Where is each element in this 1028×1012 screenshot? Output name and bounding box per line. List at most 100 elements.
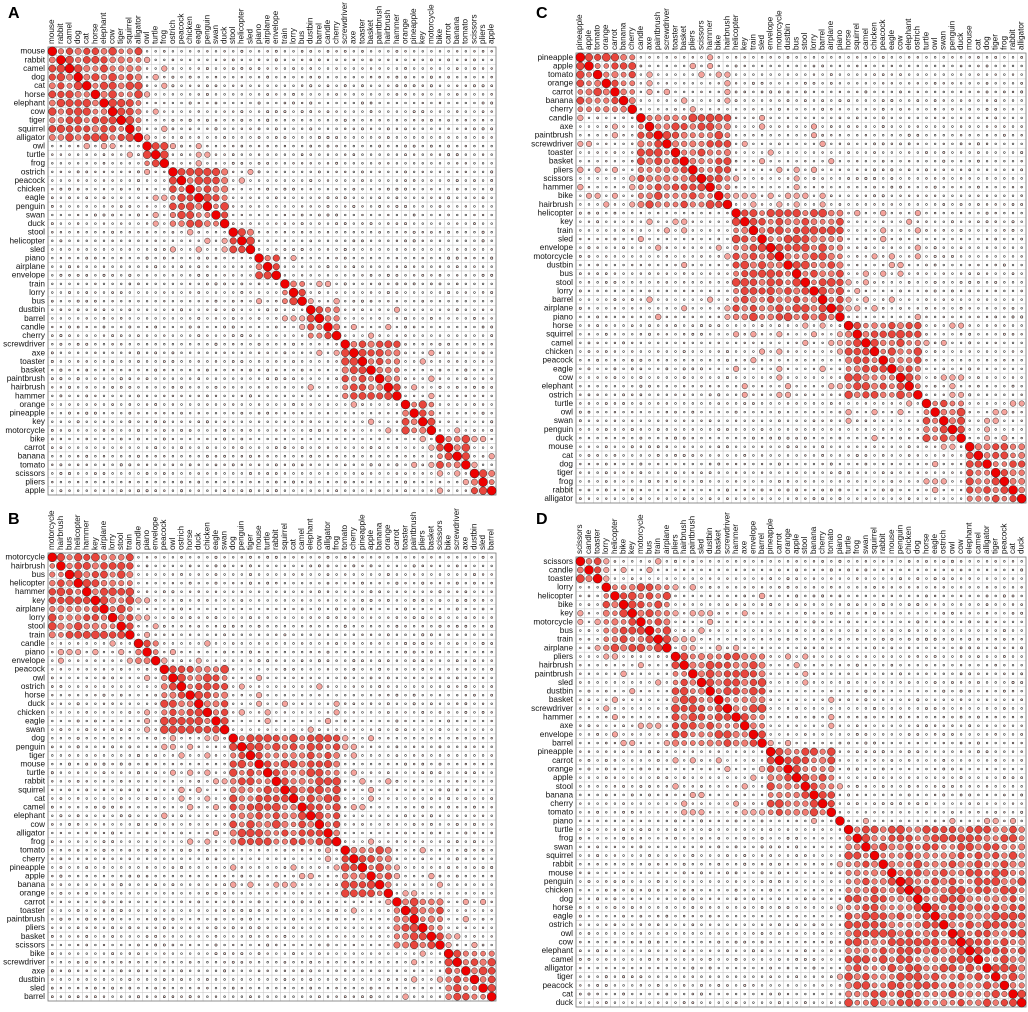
correlation-marker (456, 352, 458, 354)
correlation-marker (439, 386, 441, 388)
correlation-marker (318, 85, 320, 87)
correlation-marker (456, 68, 458, 70)
correlation-marker (318, 162, 320, 164)
correlation-marker (112, 292, 114, 294)
correlation-marker (413, 309, 415, 311)
correlation-marker (275, 352, 277, 354)
correlation-marker (362, 257, 364, 259)
correlation-marker (284, 110, 286, 112)
correlation-marker (181, 136, 183, 138)
correlation-marker (456, 300, 458, 302)
correlation-marker (293, 68, 295, 70)
correlation-marker (310, 111, 312, 113)
correlation-marker (275, 369, 277, 371)
correlation-marker (232, 197, 234, 199)
correlation-marker (344, 274, 346, 276)
correlation-marker (69, 300, 71, 302)
correlation-marker (206, 317, 208, 319)
correlation-marker (482, 309, 484, 311)
correlation-marker (267, 395, 269, 397)
correlation-marker (387, 240, 389, 242)
correlation-marker (293, 386, 295, 388)
correlation-marker (137, 154, 139, 156)
correlation-marker (293, 145, 295, 147)
correlation-marker (103, 223, 105, 225)
correlation-marker (112, 309, 114, 311)
correlation-marker (336, 240, 338, 242)
correlation-marker (60, 180, 62, 182)
correlation-marker (215, 154, 217, 156)
correlation-marker (172, 119, 174, 121)
correlation-marker (362, 162, 364, 164)
correlation-marker (353, 335, 355, 337)
correlation-marker (258, 326, 260, 328)
correlation-marker (413, 102, 415, 104)
correlation-marker (275, 85, 277, 87)
correlation-marker (94, 162, 96, 164)
correlation-marker (422, 317, 424, 319)
correlation-marker (265, 255, 271, 261)
correlation-marker (103, 205, 105, 207)
correlation-marker (60, 395, 62, 397)
correlation-marker (396, 137, 398, 139)
correlation-marker (129, 352, 131, 354)
correlation-marker (163, 76, 165, 78)
correlation-marker (267, 223, 269, 225)
correlation-marker (60, 231, 62, 233)
correlation-marker (69, 249, 71, 251)
correlation-marker (224, 283, 226, 285)
correlation-marker (396, 214, 398, 216)
correlation-marker (422, 50, 424, 52)
correlation-marker (215, 343, 217, 345)
correlation-marker (135, 74, 141, 80)
correlation-marker (69, 145, 71, 147)
correlation-marker (241, 352, 243, 354)
correlation-marker (241, 309, 243, 311)
correlation-marker (77, 188, 79, 190)
correlation-marker (465, 274, 467, 276)
correlation-marker (232, 369, 234, 371)
correlation-marker (396, 274, 398, 276)
correlation-marker (284, 404, 286, 406)
correlation-marker (362, 326, 364, 328)
correlation-marker (379, 197, 381, 199)
correlation-marker (275, 154, 277, 156)
correlation-marker (250, 59, 252, 61)
correlation-marker (293, 231, 295, 233)
correlation-marker (137, 360, 139, 362)
correlation-marker (465, 214, 467, 216)
correlation-marker (491, 93, 493, 95)
correlation-marker (267, 50, 269, 52)
correlation-marker (439, 257, 441, 259)
correlation-marker (379, 257, 381, 259)
correlation-marker (77, 335, 79, 337)
correlation-marker (344, 197, 346, 199)
correlation-marker (258, 214, 260, 216)
correlation-marker (198, 50, 200, 52)
correlation-marker (318, 171, 320, 173)
correlation-marker (120, 395, 122, 397)
correlation-marker (275, 283, 277, 285)
correlation-marker (368, 392, 375, 399)
correlation-marker (284, 257, 286, 259)
correlation-marker (206, 404, 208, 406)
correlation-marker (396, 266, 398, 268)
correlation-marker (430, 214, 432, 216)
correlation-marker (351, 324, 357, 330)
correlation-marker (344, 171, 346, 173)
correlation-marker (301, 59, 303, 61)
correlation-marker (51, 369, 53, 371)
correlation-marker (430, 205, 432, 207)
correlation-marker (482, 205, 484, 207)
correlation-marker (344, 214, 346, 216)
correlation-marker (491, 343, 493, 345)
correlation-marker (310, 68, 312, 70)
correlation-marker (250, 257, 252, 259)
correlation-marker (376, 341, 383, 348)
correlation-marker (344, 68, 346, 70)
correlation-marker (291, 255, 297, 261)
correlation-marker (155, 335, 157, 337)
correlation-marker (465, 309, 467, 311)
correlation-marker (413, 352, 415, 354)
correlation-marker (112, 240, 114, 242)
